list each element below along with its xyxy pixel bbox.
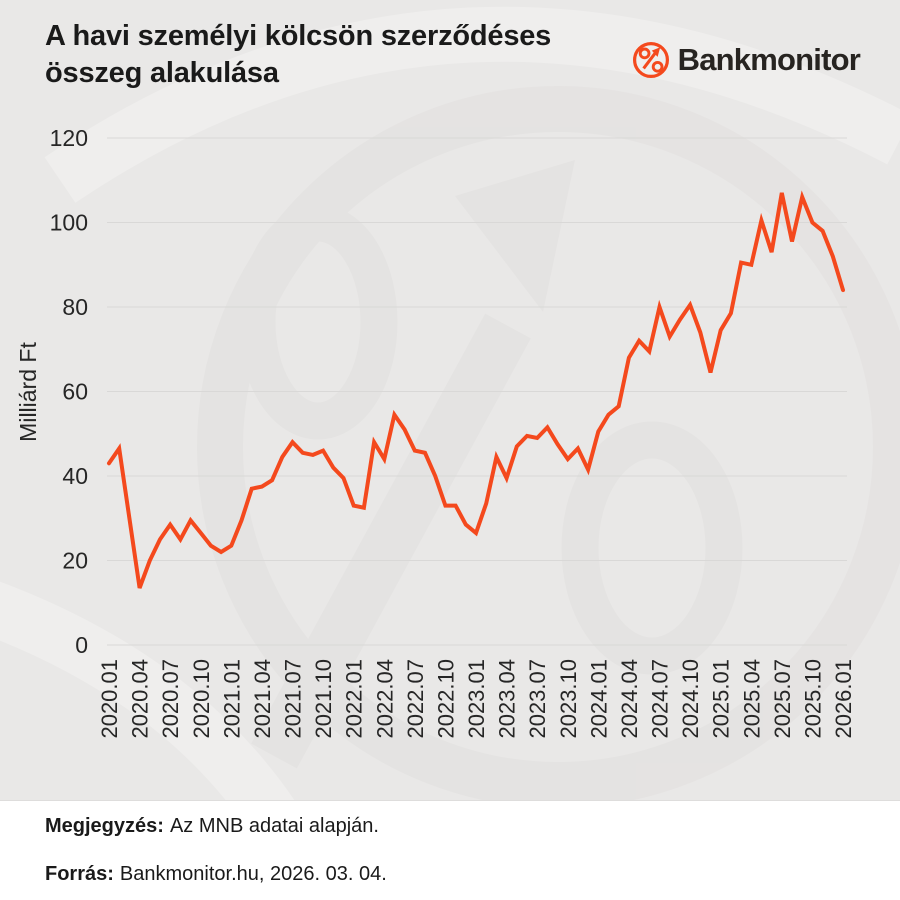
watermark-percent-bottom-ring (561, 421, 743, 675)
x-tick-labels: 2020.01 2020.04 2020.07 2020.10 2021.01 2021.… (97, 659, 856, 739)
source-text: Bankmonitor.hu, 2026. 03. 04. (119, 863, 387, 885)
watermark-outer-circle (197, 86, 900, 808)
watermark-swoosh-top (44, 6, 900, 203)
x-tick-label: 2020.01 (97, 659, 122, 739)
y-axis-label: Milliárd Ft (15, 342, 41, 442)
x-tick-label: 2025.04 (739, 659, 764, 739)
x-tick-label: 2025.10 (800, 659, 825, 739)
x-tick-label: 2025.01 (709, 659, 734, 739)
y-tick-label: 0 (75, 632, 88, 658)
y-tick-label: 60 (62, 379, 88, 405)
x-tick-label: 2024.07 (648, 659, 673, 739)
note-text: Az MNB adatai alapján. (169, 815, 379, 837)
watermark-arrow-shaft (251, 313, 531, 769)
y-tick-label: 80 (62, 294, 88, 320)
note-label: Megjegyzés: (45, 815, 164, 837)
percent-arrow-icon (631, 40, 671, 80)
bankmonitor-logo: Bankmonitor (631, 38, 861, 82)
x-tick-label: 2023.04 (495, 659, 520, 739)
page-title: A havi személyi kölcsön szerződéses össz… (45, 18, 625, 92)
x-tick-label: 2022.04 (372, 659, 397, 739)
watermark-arrow-head (455, 160, 575, 312)
x-tick-label: 2020.07 (158, 659, 183, 739)
y-tick-labels: 0 20 40 60 80 100 120 (50, 125, 88, 658)
y-tick-label: 100 (50, 210, 88, 236)
x-tick-label: 2022.01 (342, 659, 367, 739)
x-tick-label: 2020.04 (128, 659, 153, 739)
x-tick-label: 2022.07 (403, 659, 428, 739)
data-line (107, 190, 845, 589)
x-tick-label: 2024.01 (586, 659, 611, 739)
x-tick-label: 2021.10 (311, 659, 336, 739)
source-label: Forrás: (45, 863, 114, 885)
source-line: Forrás: Bankmonitor.hu, 2026. 03. 04. (45, 863, 387, 886)
x-tick-label: 2024.10 (678, 659, 703, 739)
title-line-2: összeg alakulása (45, 57, 279, 89)
x-tick-label: 2026.01 (831, 659, 856, 739)
x-tick-label: 2023.07 (525, 659, 550, 739)
x-tick-label: 2025.07 (770, 659, 795, 739)
note-line: Megjegyzés: Az MNB adatai alapján. (45, 815, 379, 838)
y-tick-label: 20 (62, 548, 88, 574)
gridlines (107, 137, 847, 646)
y-tick-label: 40 (62, 463, 88, 489)
x-tick-label: 2022.10 (433, 659, 458, 739)
y-tick-label: 120 (50, 125, 88, 151)
x-tick-label: 2021.04 (250, 659, 275, 739)
x-tick-label: 2024.04 (617, 659, 642, 739)
chart-area: 0 20 40 60 80 100 120 2020.01 2020.04 2020.07 202… (15, 6, 900, 808)
x-tick-label: 2023.10 (556, 659, 581, 739)
logo-wordmark: Bankmonitor (677, 42, 861, 77)
x-tick-label: 2021.01 (219, 659, 244, 739)
x-tick-label: 2021.07 (281, 659, 306, 739)
title-line-1: A havi személyi kölcsön szerződéses (45, 20, 552, 52)
x-tick-label: 2020.10 (189, 659, 214, 739)
x-tick-label: 2023.01 (464, 659, 489, 739)
footer: Megjegyzés: Az MNB adatai alapján. Forrás… (0, 800, 900, 900)
